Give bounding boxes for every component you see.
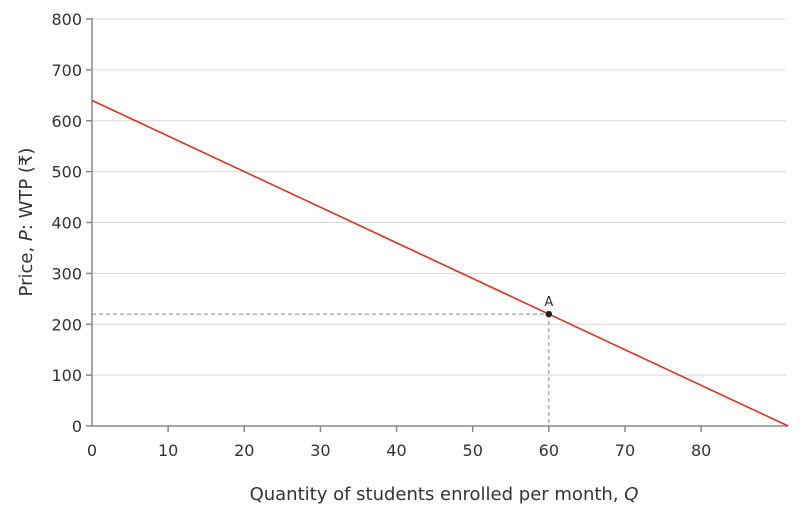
x-tick-label: 10 xyxy=(158,441,178,460)
y-tick-label: 500 xyxy=(51,163,82,182)
x-tick-label: 80 xyxy=(691,441,711,460)
x-axis-label: Quantity of students enrolled per month,… xyxy=(250,484,639,505)
x-tick-label: 0 xyxy=(87,441,97,460)
y-tick-label: 600 xyxy=(51,112,82,131)
axes xyxy=(86,18,788,432)
point-A xyxy=(545,310,553,318)
y-tick-label: 0 xyxy=(72,417,82,436)
y-tick-label: 400 xyxy=(51,214,82,233)
x-tick-label: 70 xyxy=(615,441,635,460)
y-axis-label: Price, P: WTP (₹) xyxy=(16,148,37,297)
y-tick-label: 300 xyxy=(51,264,82,283)
x-tick-label: 60 xyxy=(539,441,559,460)
points: A xyxy=(544,295,553,318)
x-tick-label: 40 xyxy=(386,441,406,460)
x-tick-label: 20 xyxy=(234,441,254,460)
demand-curve xyxy=(91,99,789,427)
y-tick-label: 700 xyxy=(51,61,82,80)
y-tick-label: 200 xyxy=(51,315,82,334)
point-label: A xyxy=(544,295,553,310)
x-tick-label: 30 xyxy=(310,441,330,460)
tick-labels: 0 100 200 300 400 500 600 700 800 0 10 20 30 40 50 60 70… xyxy=(51,10,711,460)
y-tick-label: 100 xyxy=(51,366,82,385)
guide-lines xyxy=(92,313,550,426)
series xyxy=(91,99,789,427)
y-tick-label: 800 xyxy=(51,10,82,29)
gridlines xyxy=(92,18,786,376)
x-tick-label: 50 xyxy=(463,441,483,460)
